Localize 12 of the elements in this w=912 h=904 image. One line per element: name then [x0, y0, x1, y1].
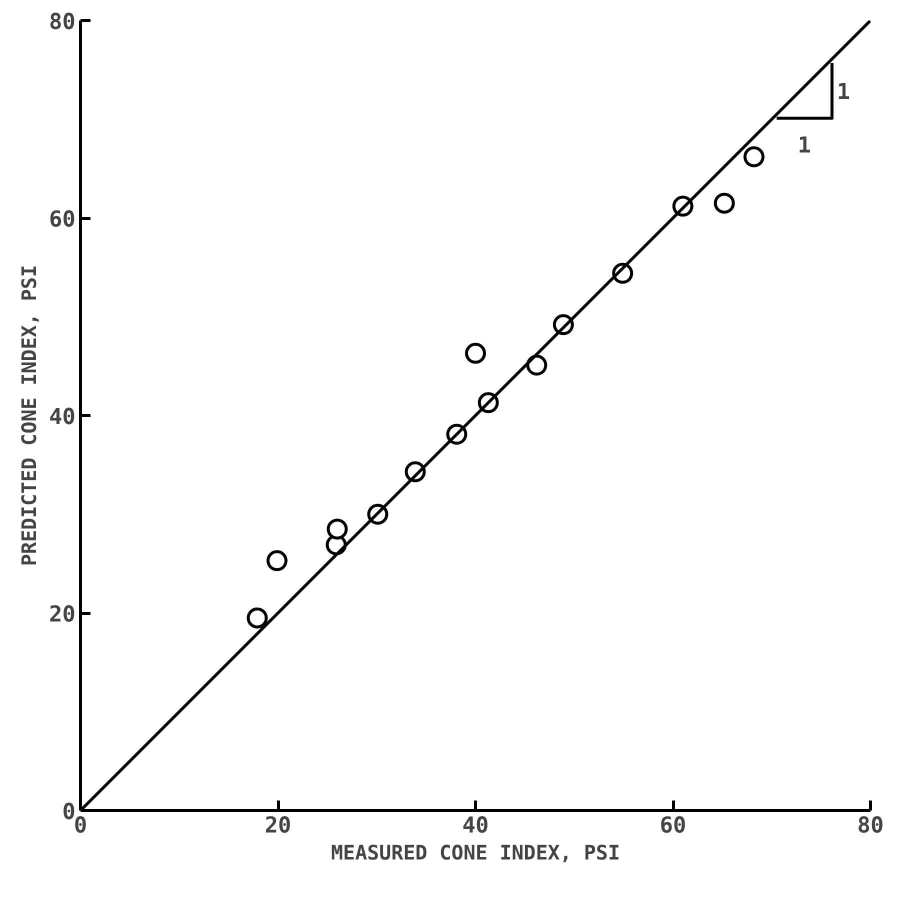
- annotation: 1: [798, 133, 811, 158]
- x-tick-label: 20: [264, 814, 292, 838]
- y-tick-label: 20: [49, 602, 76, 628]
- x-axis-title: MEASURED CONE INDEX, PSI: [331, 840, 620, 864]
- x-tick-label: 60: [660, 814, 686, 838]
- y-axis-title: PREDICTED CONE INDEX, PSI: [17, 264, 42, 566]
- annotation: 1: [836, 80, 850, 106]
- y-tick-label: 80: [49, 10, 76, 35]
- x-tick-label: 80: [857, 814, 884, 838]
- y-tick-label: 40: [49, 405, 76, 430]
- x-tick-label: 40: [462, 814, 489, 838]
- y-tick-label: 60: [49, 208, 76, 232]
